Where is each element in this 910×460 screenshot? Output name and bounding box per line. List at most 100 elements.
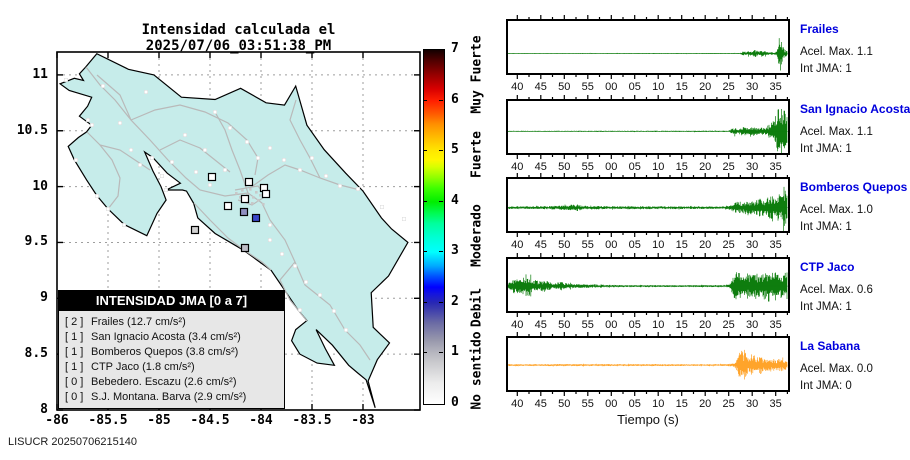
station-dot	[298, 168, 302, 172]
station-dot	[183, 133, 187, 137]
wave-x-tick-label: 55	[581, 161, 594, 173]
station-dot	[194, 170, 198, 174]
station-dot	[160, 174, 164, 178]
wave-x-tick-label: 25	[722, 239, 735, 251]
wave-x-tick-label: 15	[675, 81, 688, 93]
watermark: LISUCR 20250706215140	[8, 436, 138, 448]
station-name: La Sabana	[800, 339, 861, 353]
wave-x-tick-label: 50	[558, 319, 571, 331]
road-line	[214, 111, 249, 194]
station-int-jma: Int JMA: 1	[800, 63, 852, 75]
waveform-panels: Frailes Acel. Max. 1.1 Int JMA: 1 San Ig…	[490, 0, 910, 460]
station-int-jma: Int JMA: 1	[800, 143, 852, 155]
intensity-marker	[207, 172, 217, 182]
station-accel-max: Acel. Max. 0.6	[800, 284, 873, 296]
station-name: Frailes	[800, 22, 839, 36]
station-dot	[332, 309, 336, 313]
wave-x-tick-label: 25	[722, 161, 735, 173]
seismogram-trace	[508, 272, 788, 302]
intensity-marker	[240, 243, 250, 253]
legend-item-label: Frailes (12.7 cm/s²)	[91, 316, 186, 328]
wave-x-tick-label: 55	[581, 239, 594, 251]
legend-item-label: Bebedero. Escazu (2.6 cm/s²)	[91, 376, 237, 388]
legend-item-label: San Ignacio Acosta (3.4 cm/s²)	[91, 331, 241, 343]
station-dot	[268, 238, 272, 242]
seismogram-trace	[508, 109, 788, 153]
intensity-marker	[261, 189, 271, 199]
wave-x-tick-label: 10	[652, 398, 665, 410]
wave-x-tick-label: 45	[534, 398, 547, 410]
colorbar-category-label: Fuerte	[469, 131, 485, 178]
city-dot	[262, 203, 265, 206]
station-dot	[256, 156, 260, 160]
station-name: CTP Jaco	[800, 260, 855, 274]
intensity-marker	[223, 201, 233, 211]
wave-x-tick-label: 25	[722, 319, 735, 331]
station-accel-max: Acel. Max. 1.1	[800, 46, 873, 58]
legend-item-label: S.J. Montana. Barva (2.9 cm/s²)	[91, 391, 247, 403]
wave-x-tick-label: 10	[652, 81, 665, 93]
station-info: San Ignacio Acosta Acel. Max. 1.1 Int JM…	[800, 102, 910, 155]
city-dot	[259, 194, 262, 197]
city-dot	[235, 192, 238, 195]
seismogram-trace	[508, 38, 788, 71]
legend-item-jma: [ 1 ]	[65, 346, 84, 358]
map-intensity-legend: INTENSIDAD JMA [0 a 7] [ 2 ] Frailes (12.…	[58, 290, 285, 409]
station-dot	[245, 140, 249, 144]
colorbar-category-label: Muy Fuerte	[469, 35, 485, 114]
legend-item-label: Bomberos Quepos (3.8 cm/s²)	[91, 346, 239, 358]
road-line	[159, 139, 231, 173]
station-dot	[208, 183, 212, 187]
legend-item: [ 0 ] S.J. Montana. Barva (2.9 cm/s²)	[65, 390, 284, 405]
waveform-panel-2	[506, 95, 790, 159]
jma-intensity-colorbar	[423, 49, 445, 405]
wave-x-tick-label: 35	[769, 81, 782, 93]
wave-x-tick-label: 15	[675, 398, 688, 410]
wave-x-tick-label: 50	[558, 239, 571, 251]
wave-x-tick-label: 30	[746, 398, 759, 410]
station-dot	[356, 187, 360, 191]
station-accel-max: Acel. Max. 1.0	[800, 204, 873, 216]
wave-x-tick-label: 05	[628, 398, 641, 410]
wave-x-tick-label: 55	[581, 319, 594, 331]
wave-x-tick-label: 30	[746, 319, 759, 331]
wave-x-tick-label: 20	[699, 161, 712, 173]
wave-x-tick-label: 40	[511, 161, 524, 173]
legend-item-jma: [ 2 ]	[65, 316, 84, 328]
legend-item-label: CTP Jaco (1.8 cm/s²)	[91, 361, 195, 373]
wave-x-tick-label: 05	[628, 81, 641, 93]
station-dot	[344, 328, 348, 332]
road-line	[289, 99, 321, 179]
station-dot	[138, 163, 142, 167]
wave-x-tick-label: 55	[581, 398, 594, 410]
station-int-jma: Int JMA: 0	[800, 380, 852, 392]
city-dot	[249, 188, 252, 191]
station-dot	[293, 264, 297, 268]
intensity-marker	[190, 225, 200, 235]
city-dot	[255, 191, 258, 194]
station-info: CTP Jaco Acel. Max. 0.6 Int JMA: 1	[800, 260, 910, 313]
wave-x-tick-label: 50	[558, 161, 571, 173]
intensity-marker	[251, 213, 261, 223]
city-dot	[257, 199, 260, 202]
wave-x-tick-label: 20	[699, 398, 712, 410]
station-dot	[280, 252, 284, 256]
city-dot	[239, 196, 242, 199]
wave-x-tick-label: 15	[675, 239, 688, 251]
wave-x-tick-label: 05	[628, 161, 641, 173]
seismogram-trace	[508, 186, 788, 231]
wave-x-tick-label: 35	[769, 319, 782, 331]
legend-item-jma: [ 1 ]	[65, 361, 84, 373]
legend-item: [ 1 ] San Ignacio Acosta (3.4 cm/s²)	[65, 330, 284, 345]
wave-x-tick-label: 40	[511, 319, 524, 331]
legend-item: [ 1 ] Bomberos Quepos (3.8 cm/s²)	[65, 345, 284, 360]
wave-x-tick-label: 50	[558, 398, 571, 410]
station-accel-max: Acel. Max. 1.1	[800, 126, 873, 138]
wave-x-tick-label: 35	[769, 161, 782, 173]
station-dot	[338, 184, 342, 188]
station-dot	[74, 158, 78, 162]
road-line	[99, 144, 151, 171]
colorbar-category-label: Debil	[469, 287, 485, 328]
legend-item-jma: [ 0 ]	[65, 391, 84, 403]
wave-x-tick-label: 00	[605, 239, 618, 251]
